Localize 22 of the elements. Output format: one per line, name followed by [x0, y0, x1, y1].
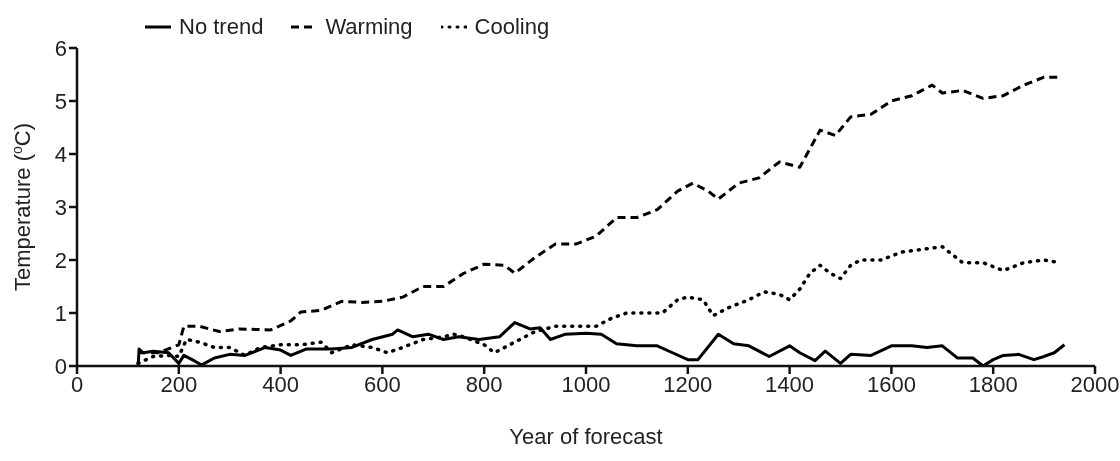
y-tick-label: 0: [54, 353, 67, 379]
y-tick-label: 5: [54, 88, 67, 114]
legend-label: Warming: [325, 14, 413, 40]
x-tick-label: 1800: [968, 371, 1018, 397]
y-tick-label: 3: [54, 194, 67, 220]
y-tick-label: 1: [54, 300, 67, 326]
y-tick-label: 6: [54, 35, 67, 61]
x-tick-label: 200: [160, 371, 198, 397]
x-tick-label: 1600: [866, 371, 916, 397]
legend-label: Cooling: [474, 14, 550, 40]
y-tick-label: 2: [54, 247, 67, 273]
x-tick-label: 1400: [765, 371, 815, 397]
x-tick-label: 400: [262, 371, 299, 397]
x-axis-title: Year of forecast: [509, 424, 663, 449]
x-tick-label: 1000: [561, 371, 611, 397]
x-tick-label: 800: [465, 371, 503, 397]
x-tick-label: 2000: [1070, 371, 1120, 397]
x-tick-label: 600: [364, 371, 401, 397]
legend-label: No trend: [179, 14, 264, 40]
x-tick-label: 0: [70, 371, 84, 397]
y-tick-label: 4: [54, 141, 67, 167]
x-tick-label: 1200: [663, 371, 713, 397]
